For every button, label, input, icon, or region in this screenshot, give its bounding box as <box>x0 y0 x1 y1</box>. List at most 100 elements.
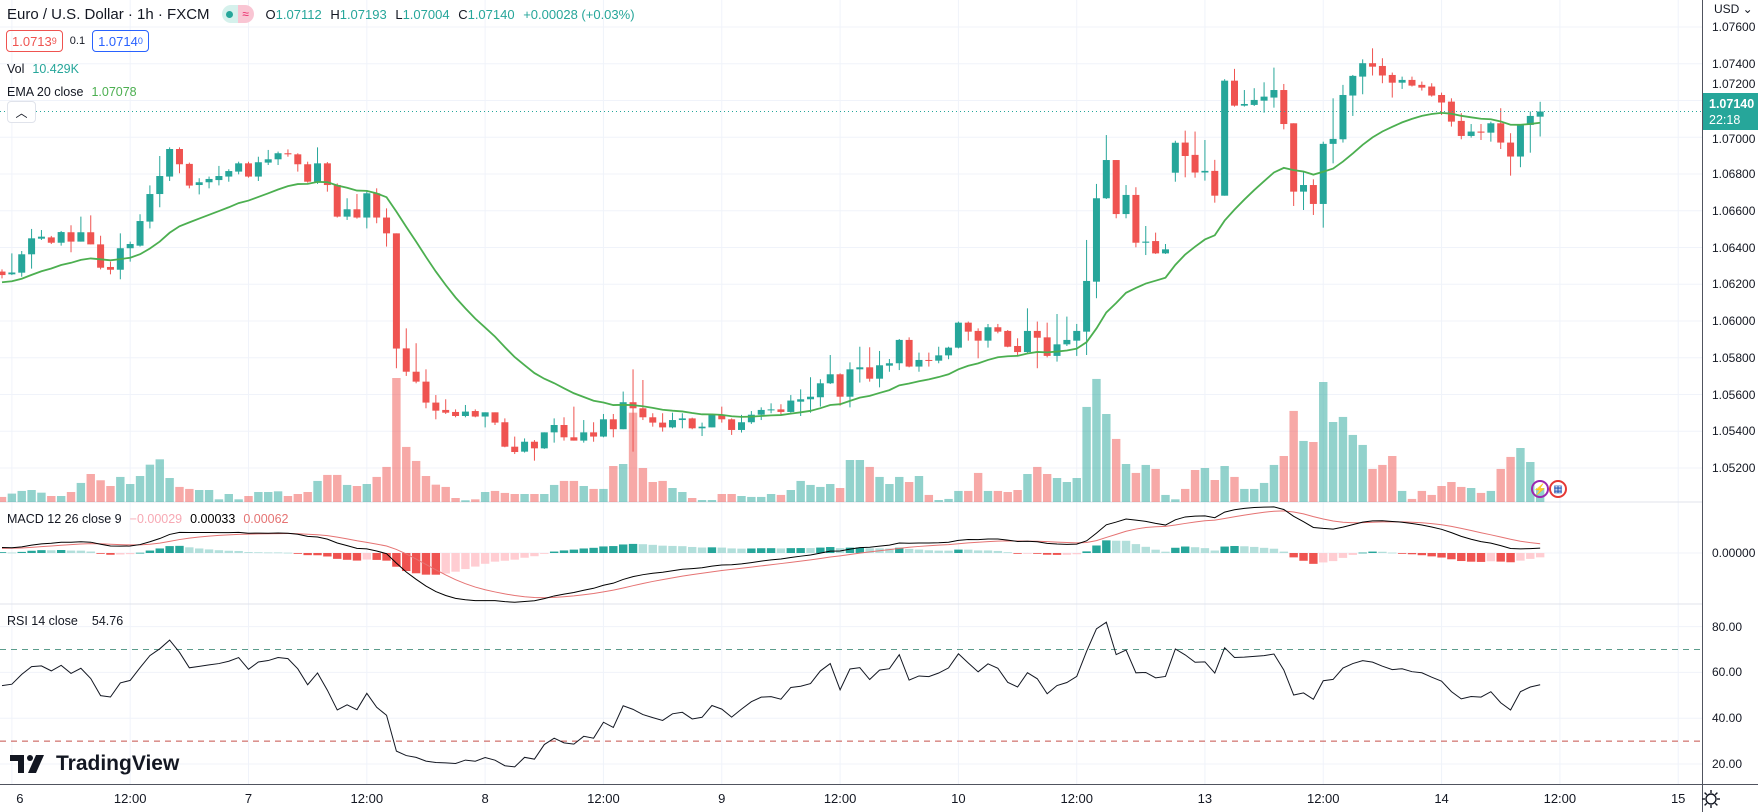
candle-body <box>659 422 667 428</box>
volume-legend[interactable]: Vol 10.429K <box>7 62 79 76</box>
candle <box>1447 98 1455 127</box>
candle <box>0 269 6 279</box>
macd-histogram-bar <box>1427 553 1436 557</box>
candle <box>136 214 144 247</box>
currency-selector[interactable]: USD ⌄ <box>1714 2 1753 16</box>
candle-body <box>787 400 795 412</box>
candle-body <box>1132 194 1140 243</box>
candle-body <box>639 408 647 418</box>
candle <box>195 178 203 195</box>
candle <box>1359 59 1367 95</box>
market-status-badges[interactable]: ≈ <box>221 5 254 23</box>
macd-histogram-bar <box>1338 553 1348 558</box>
volume-bar <box>510 494 519 502</box>
volume-bar <box>471 499 480 502</box>
macd-histogram-bar <box>549 551 559 553</box>
macd-histogram-bar <box>0 552 7 553</box>
volume-bar <box>411 460 421 502</box>
volume-bar <box>165 478 174 502</box>
time-axis-label: 12:00 <box>113 791 147 806</box>
macd-histogram-bar <box>1092 545 1101 553</box>
settings-gear-icon[interactable] <box>1700 788 1722 810</box>
volume-bar <box>826 484 835 502</box>
macd-histogram-bar <box>1466 553 1476 562</box>
macd-histogram-bar <box>727 548 736 553</box>
volume-bar <box>1013 490 1022 502</box>
macd-histogram-bar <box>392 553 401 567</box>
candle <box>1033 321 1041 369</box>
collapse-legend-button[interactable]: ︿ <box>7 101 36 123</box>
sell-button[interactable]: 1.0713 9 <box>6 30 63 52</box>
volume-bar <box>973 472 983 502</box>
volume-bar <box>934 500 943 502</box>
macd-histogram-bar <box>1181 546 1190 553</box>
ema-value: 1.07078 <box>91 85 137 99</box>
candle <box>974 328 982 359</box>
rsi-legend[interactable]: RSI 14 close 54.76 <box>7 614 124 628</box>
tradingview-logo[interactable]: TradingView <box>10 752 179 776</box>
volume-bar <box>1427 494 1436 502</box>
candle-body <box>304 164 312 182</box>
macd-histogram-bar <box>1486 553 1496 562</box>
buy-button[interactable]: 1.0714 0 <box>92 30 149 52</box>
candle-body <box>461 411 469 416</box>
volume-bar <box>1240 488 1249 502</box>
macd-histogram-bar <box>1161 551 1170 553</box>
candle-body <box>87 232 95 245</box>
candle-body <box>1240 103 1248 106</box>
time-axis-label: 12:00 <box>587 791 620 806</box>
candle-body <box>718 414 726 420</box>
ema-legend[interactable]: EMA 20 close 1.07078 <box>7 85 137 99</box>
lightning-event-icon[interactable]: ⚡ <box>1531 480 1549 498</box>
macd-histogram-bar <box>1358 552 1367 554</box>
candle <box>402 328 410 376</box>
candle <box>560 417 568 441</box>
candle <box>166 147 174 181</box>
candle <box>836 373 844 406</box>
candle-body <box>1033 330 1041 338</box>
volume-bar <box>1348 434 1358 502</box>
candle <box>37 230 45 240</box>
candle-body <box>1023 330 1031 353</box>
macd-legend[interactable]: MACD 12 26 close 9 −0.00029 0.00033 0.00… <box>7 512 289 526</box>
macd-histogram-bar <box>175 545 184 553</box>
candle-body <box>343 209 351 217</box>
macd-histogram-bar <box>1397 553 1407 554</box>
volume-bar <box>589 488 598 502</box>
macd-histogram-bar <box>658 545 667 553</box>
volume-bar <box>1141 464 1150 502</box>
candle-body <box>452 411 460 416</box>
macd-histogram-bar <box>441 553 450 574</box>
macd-histogram-bar <box>342 553 352 560</box>
candle <box>580 420 588 443</box>
macd-histogram-bar <box>934 550 943 553</box>
candle-body <box>777 409 785 412</box>
volume-bar <box>549 484 559 502</box>
macd-histogram-bar <box>155 548 164 553</box>
candle-body <box>1398 79 1406 83</box>
candle <box>688 417 696 430</box>
volume-bar <box>431 484 441 502</box>
volume-bar <box>224 494 233 502</box>
macd-histogram-bar <box>786 548 795 553</box>
candle-body <box>1260 96 1268 101</box>
us-flag-event-icon[interactable]: ▦ <box>1549 480 1567 498</box>
candle <box>1329 98 1337 164</box>
candle <box>205 176 213 189</box>
macd-histogram-bar <box>402 553 411 572</box>
candle-body <box>235 163 243 172</box>
volume-bar <box>155 459 164 502</box>
macd-histogram-bar <box>1240 546 1249 553</box>
volume-bar <box>135 476 145 502</box>
candle <box>245 161 252 178</box>
symbol-title[interactable]: Euro / U.S. Dollar · 1h · FXCM <box>7 5 210 23</box>
macd-histogram-bar <box>461 553 470 570</box>
candle-body <box>106 266 114 270</box>
candle <box>294 153 302 172</box>
macd-histogram-bar <box>1131 544 1141 553</box>
candle-body <box>1516 124 1524 157</box>
candle <box>8 253 16 276</box>
candle <box>954 321 962 349</box>
candle <box>757 407 765 421</box>
